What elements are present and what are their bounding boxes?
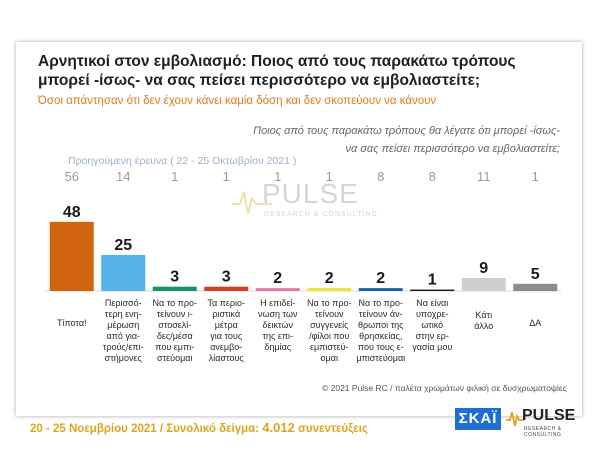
sample-label: Συνολικό δείγμα: [166,423,260,435]
category-label: Να το προ-τείνουν άν-θρωποι της θρησκείας… [356,298,405,363]
category-label: Κάτι άλλο [474,310,493,331]
bar-value-label: 5 [531,266,540,283]
bar [204,286,249,291]
bar-value-label: 2 [273,270,282,287]
category-label: Τίποτα! [57,318,87,328]
previous-value-label: 1 [171,169,178,184]
bar-value-label: 2 [325,270,334,287]
previous-value-label: 14 [116,169,130,184]
watermark-subtext: RESEARCH & CONSULTING [264,211,378,218]
category-label: ΔΑ [529,318,541,328]
bar [358,288,403,291]
pulse-logo: PULSE RESEARCH & CONSULTING [506,407,596,438]
previous-value-label: 1 [223,169,230,184]
category-label: Να το προ-τείνουν ι-στοσελί-δες/μέσα που … [153,298,197,363]
bar-value-label: 3 [222,269,231,286]
pulse-watermark: PULSE RESEARCH & CONSULTING [232,178,382,224]
category-label: Να το προ-τείνουν συγγενείς/φίλοι που εμπι… [307,298,351,363]
title-line-2: μπορεί -ίσως- να σας πείσει περισσότερο … [38,72,480,89]
previous-value-label: 1 [274,169,281,184]
chart-panel [16,42,582,416]
bar-value-label: 48 [63,204,81,221]
footer-separator: / [156,423,167,435]
bar [152,286,197,291]
watermark-text: PULSE [262,178,359,209]
category-label: Τα περιο-ριστικά μέτρα για τους ανεμβο-λίασ… [207,298,245,363]
bar [513,283,558,291]
category-label: Περισσό-τερη ενη-μέρωση από για-τρούς/επι… [103,298,144,363]
skai-logo: ΣΚΑΪ [455,408,501,430]
question-line-1: Ποιος από τους παρακάτω τρόπους θα λέγατ… [253,125,560,137]
pulse-logo-subtext: RESEARCH & CONSULTING [524,426,562,438]
pulse-logo-wave-icon [506,411,524,427]
bar [255,288,300,291]
bar [307,288,352,291]
category-label: Να είναι υποχρε-ωτικό στην ερ-γασία μου [412,298,452,352]
sample-value: 4.012 [262,420,295,435]
previous-value-label: 1 [326,169,333,184]
previous-value-label: 8 [429,169,436,184]
category-label: Η επιδεί-νωση των δεικτών της επι-δημίας [258,298,298,352]
previous-value-label: 56 [65,169,79,184]
survey-date: 20 - 25 Νοεμβρίου 2021 [30,423,157,435]
bar-value-label: 3 [170,269,179,286]
question-text: Ποιος από τους παρακάτω τρόπους θα λέγατ… [230,122,560,158]
bar-value-label: 25 [114,237,132,254]
bar [461,278,506,291]
previous-value-label: 1 [532,169,539,184]
question-line-2: να σας πείσει περισσότερο να εμβολιαστεί… [345,143,560,155]
previous-survey-label: Προηγούμενη έρευνα ( 22 - 25 Οκτωβρίου 2… [68,155,297,167]
pulse-wave-icon [232,191,272,215]
bar-value-label: 2 [376,270,385,287]
bar [410,289,455,291]
chart-subtitle: Όσοι απάντησαν ότι δεν έχουν κάνει καμία… [38,95,437,107]
pulse-logo-text: PULSE [522,407,576,424]
previous-value-label: 11 [477,169,491,184]
chart-title: Αρνητικοί στον εμβολιασμό: Ποιος από του… [38,52,558,90]
sample-unit: συνεντεύξεις [298,423,368,435]
survey-footer: 20 - 25 Νοεμβρίου 2021 / Συνολικό δείγμα… [30,420,368,435]
bar-value-label: 1 [428,272,437,289]
previous-value-label: 8 [377,169,384,184]
title-line-1: Αρνητικοί στον εμβολιασμό: Ποιος από του… [38,53,516,70]
bar [101,255,146,291]
bar [49,221,94,291]
copyright-note: © 2021 Pulse RC / παλέτα χρωμάτων φιλική… [322,383,567,393]
bar-value-label: 9 [479,260,488,277]
